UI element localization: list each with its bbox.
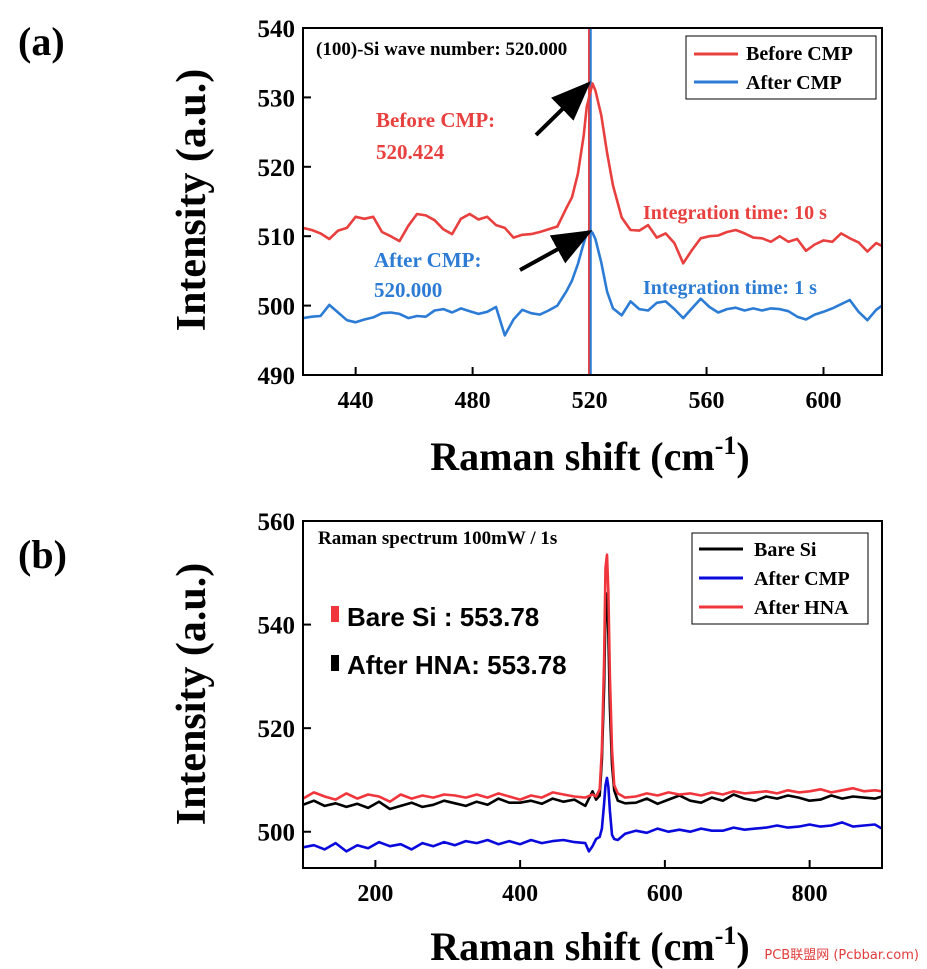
panel-a-ytick-label-490: 490 [258,363,296,390]
panel-a-ytick-label-520: 520 [258,155,296,182]
legend-label-after-cmp: After CMP [746,72,842,94]
watermark: PCB联盟网 (Pcbbar.com) [764,948,919,963]
panel-a-xtick-label-480: 480 [455,388,491,414]
panel-a-title: (100)-Si wave number: 520.000 [316,39,567,60]
panel-b-ytick-label-520: 520 [258,716,296,743]
panel-a-xtick-label-520: 520 [572,388,608,414]
panel-a-ytick-label-510: 510 [258,224,296,251]
arrow-after-cmp [519,230,593,272]
annotation-integration-1s: Integration time: 1 s [643,277,817,299]
panel-a-xtick-label-560: 560 [689,388,725,414]
annotation-bare-si: Bare Si : 553.78 [347,602,539,632]
panel-b-series-after-cmp [303,776,882,853]
panel-b-frame [302,520,883,869]
panel-b-xlabel-main: Raman shift (cm [430,924,714,969]
panel-a-xtick-label-440: 440 [338,388,374,414]
panel-b-label: (b) [18,532,67,577]
panel-b-xtick-label-200: 200 [357,881,393,907]
panel-b-title: Raman spectrum 100mW / 1s [318,528,557,549]
legend-label-after-cmp-b: After CMP [754,568,850,590]
annotation-marker-after-hna [331,655,339,671]
panel-b-xtick-label-800: 800 [792,881,828,907]
panel-a-ylabel: Intensity (a.u.) [169,69,215,332]
panel-b: (b) 200 400 600 800 500 520 540 560 Raman spect… [18,509,883,969]
panel-b-ytick-label-500: 500 [258,820,296,847]
panel-b-axes: 200 400 600 800 500 520 540 560 [258,509,828,907]
legend-label-bare-si: Bare Si [754,539,817,561]
panel-a-legend-box [685,35,877,100]
annotation-after-hna: After HNA: 553.78 [347,650,567,680]
panel-b-legend: Bare Si After CMP After HNA [691,532,869,625]
panel-a-ytick-label-540: 540 [258,16,296,43]
annotation-integration-10s: Integration time: 10 s [643,202,827,224]
annotation-after-cmp-line2: 520.000 [374,278,442,302]
panel-b-xtick-label-600: 600 [647,881,683,907]
panel-b-xtick-label-400: 400 [502,881,538,907]
panel-b-ylabel: Intensity (a.u.) [169,563,215,826]
panel-a-axes: 440 480 520 560 600 490 500 510 520 530 540 [258,16,842,414]
annotation-marker-bare-si [331,606,339,622]
panel-b-series [303,553,882,853]
annotation-before-cmp-line1: Before CMP: [376,108,495,132]
panel-b-xlabel-close: ) [736,924,749,969]
panel-a-xlabel-sup: -1 [715,431,737,460]
panel-a: (a) 440 480 520 560 600 490 500 510 520 530 540 (1… [18,16,883,479]
panel-b-xlabel-sup: -1 [715,921,737,950]
legend-label-before-cmp: Before CMP [746,43,853,65]
annotation-before-cmp-line2: 520.424 [376,140,445,164]
panel-a-frame [302,27,883,376]
panel-a-xtick-label-600: 600 [806,388,842,414]
arrow-before-cmp [534,81,591,137]
panel-b-ytick-label-540: 540 [258,613,296,640]
panel-a-xlabel-main: Raman shift (cm [430,434,714,479]
panel-a-xlabel: Raman shift (cm-1) [430,431,749,479]
panel-a-ytick-label-530: 530 [258,85,296,112]
panel-a-ytick-label-500: 500 [258,294,296,321]
annotation-after-cmp-line1: After CMP: [374,248,481,272]
panel-a-xlabel-close: ) [736,434,749,479]
panel-b-ytick-label-560: 560 [258,509,296,536]
panel-b-xlabel: Raman shift (cm-1) [430,921,749,969]
legend-label-after-hna: After HNA [754,597,849,619]
panel-a-legend: Before CMP After CMP [685,35,877,100]
panel-a-series-before-cmp [303,82,882,265]
panel-b-series-after-hna [303,553,882,804]
panel-a-label: (a) [18,19,65,64]
